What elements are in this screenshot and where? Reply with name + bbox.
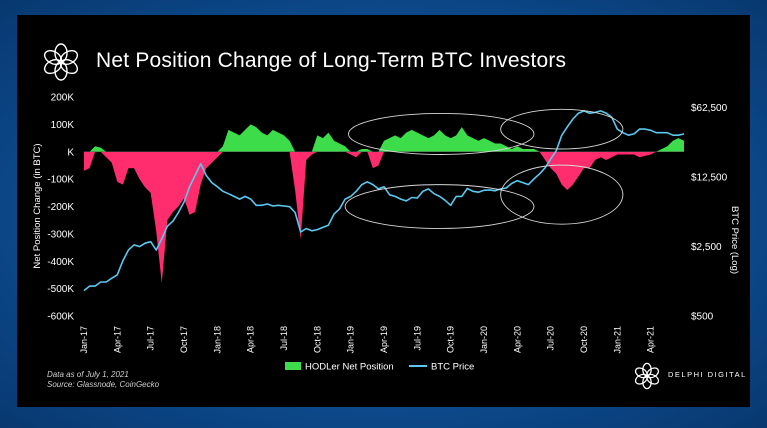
annotation-ellipse — [500, 164, 624, 225]
delphi-flower-icon — [634, 362, 660, 390]
chart-panel — [17, 15, 750, 407]
x-tick-label: Jan-21 — [612, 326, 622, 354]
x-tick-label: Jan-18 — [212, 326, 222, 354]
annotation-ellipse — [500, 108, 624, 150]
x-tick-label: Jan-17 — [79, 326, 89, 354]
x-tick-label: Oct-19 — [446, 326, 456, 353]
y-tick-label: -300K — [47, 229, 74, 240]
y-tick-label: -100K — [47, 175, 74, 186]
y-tick-label: K — [67, 147, 74, 158]
x-tick-label: Apr-20 — [512, 326, 522, 353]
x-tick-label: Jul-20 — [546, 326, 556, 351]
y-tick-label: 100K — [51, 120, 75, 131]
y-tick-label: 200K — [51, 93, 75, 104]
x-tick-label: Oct-18 — [312, 326, 322, 353]
y2-tick-label: $62,500 — [691, 103, 728, 114]
annotation-ellipse — [344, 184, 535, 229]
footnote-date: Data as of July 1, 2021 — [47, 370, 129, 379]
y2-axis-title: BTC Price (Log) — [729, 206, 740, 274]
legend-swatch-hodler — [285, 362, 301, 370]
x-tick-label: Apr-21 — [646, 326, 656, 353]
hodler-positive-area — [84, 124, 684, 152]
footnote-source: Source: Glassnode, CoinGecko — [47, 380, 160, 389]
x-tick-label: Jan-19 — [346, 326, 356, 354]
x-tick-label: Jul-18 — [279, 326, 289, 351]
x-tick-label: Oct-17 — [179, 326, 189, 353]
x-tick-label: Apr-17 — [112, 326, 122, 353]
legend-label-hodler: HODLer Net Position — [305, 362, 394, 373]
x-tick-label: Apr-19 — [379, 326, 389, 353]
chart-title: Net Position Change of Long-Term BTC Inv… — [96, 49, 567, 72]
y2-tick-label: $12,500 — [691, 173, 728, 184]
x-tick-label: Apr-18 — [246, 326, 256, 353]
annotation-ellipse — [347, 112, 535, 155]
hodler-negative-area — [84, 151, 684, 284]
x-tick-label: Jul-19 — [412, 326, 422, 351]
x-tick-label: Oct-20 — [579, 326, 589, 353]
legend-label-price: BTC Price — [431, 362, 474, 373]
delphi-flower-icon — [43, 43, 79, 81]
y-tick-label: -600K — [47, 312, 74, 323]
y-tick-label: -400K — [47, 257, 74, 268]
x-tick-label: Jan-20 — [479, 326, 489, 354]
y-axis-title: Net Position Change (in BTC) — [32, 143, 43, 268]
y2-tick-label: $2,500 — [691, 242, 722, 253]
x-tick-label: Jul-17 — [146, 326, 156, 351]
brand-name: DELPHI DIGITAL — [668, 370, 747, 379]
y2-tick-label: $500 — [691, 312, 714, 323]
y-tick-label: -200K — [47, 202, 74, 213]
y-tick-label: -500K — [47, 284, 74, 295]
